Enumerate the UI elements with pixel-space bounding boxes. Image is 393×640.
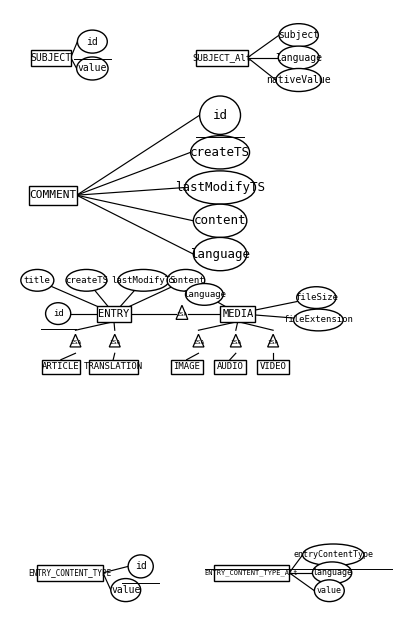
Ellipse shape [276, 68, 321, 92]
Text: fileExtension: fileExtension [283, 316, 353, 324]
Text: id: id [135, 561, 147, 572]
Ellipse shape [185, 171, 255, 204]
Text: IMAGE: IMAGE [173, 362, 200, 371]
Ellipse shape [77, 30, 107, 53]
Text: language: language [183, 290, 226, 299]
Ellipse shape [294, 309, 343, 331]
Ellipse shape [200, 96, 241, 134]
Text: ENTRY_CONTENT_TYPE: ENTRY_CONTENT_TYPE [28, 568, 112, 577]
Text: createTS: createTS [190, 146, 250, 159]
Text: ISA: ISA [176, 312, 187, 317]
Ellipse shape [185, 284, 223, 305]
Ellipse shape [128, 555, 153, 578]
FancyBboxPatch shape [214, 565, 289, 581]
Text: id: id [53, 309, 64, 318]
Text: ISA: ISA [70, 340, 81, 345]
Text: ISA: ISA [268, 340, 279, 345]
Ellipse shape [118, 269, 169, 291]
Ellipse shape [278, 46, 319, 69]
Ellipse shape [193, 204, 247, 237]
Text: ENTRY: ENTRY [98, 308, 130, 319]
Ellipse shape [77, 57, 108, 80]
Text: TRANSLATION: TRANSLATION [84, 362, 143, 371]
Ellipse shape [193, 237, 247, 271]
Text: ISA: ISA [193, 340, 204, 345]
FancyBboxPatch shape [214, 360, 246, 374]
FancyBboxPatch shape [97, 306, 131, 321]
Text: language: language [312, 568, 352, 577]
FancyBboxPatch shape [89, 360, 138, 374]
Ellipse shape [21, 269, 54, 291]
Ellipse shape [111, 579, 141, 602]
Text: value: value [317, 586, 342, 595]
Text: subject: subject [278, 30, 319, 40]
FancyBboxPatch shape [257, 360, 289, 374]
Text: ARTICLE: ARTICLE [42, 362, 80, 371]
FancyBboxPatch shape [29, 186, 77, 205]
Ellipse shape [46, 303, 71, 324]
Text: lastModifyTS: lastModifyTS [175, 181, 265, 194]
Text: SUBJECT: SUBJECT [31, 52, 72, 63]
Text: value: value [78, 63, 107, 74]
Text: fileSize: fileSize [295, 293, 338, 302]
Text: value: value [111, 585, 140, 595]
Ellipse shape [191, 136, 250, 169]
FancyBboxPatch shape [42, 360, 80, 374]
Text: content: content [194, 214, 246, 227]
FancyBboxPatch shape [37, 565, 103, 581]
Ellipse shape [167, 269, 205, 291]
Text: content: content [167, 276, 205, 285]
Text: MEDIA: MEDIA [222, 308, 253, 319]
Text: language: language [190, 248, 250, 260]
Text: ISA: ISA [109, 340, 120, 345]
Ellipse shape [279, 24, 318, 47]
Text: entryContentType: entryContentType [293, 550, 373, 559]
Text: language: language [275, 52, 322, 63]
Text: COMMENT: COMMENT [29, 190, 77, 200]
FancyBboxPatch shape [196, 49, 248, 65]
Text: id: id [86, 36, 98, 47]
FancyBboxPatch shape [31, 49, 71, 65]
Text: lastModifyTS: lastModifyTS [111, 276, 176, 285]
FancyBboxPatch shape [220, 306, 255, 321]
FancyBboxPatch shape [171, 360, 203, 374]
Text: VIDEO: VIDEO [260, 362, 286, 371]
Text: id: id [213, 109, 228, 122]
Ellipse shape [312, 562, 352, 584]
Ellipse shape [303, 544, 364, 566]
Ellipse shape [314, 580, 344, 602]
Ellipse shape [297, 287, 336, 308]
Text: title: title [24, 276, 51, 285]
Text: nativeValue: nativeValue [266, 75, 331, 85]
Ellipse shape [66, 269, 107, 291]
Text: AUDIO: AUDIO [217, 362, 243, 371]
Text: createTS: createTS [65, 276, 108, 285]
Text: ISA: ISA [230, 340, 241, 345]
Text: SUBJECT_Alt: SUBJECT_Alt [193, 53, 252, 62]
Text: ENTRY_CONTENT_TYPE_Alt: ENTRY_CONTENT_TYPE_Alt [205, 570, 298, 576]
